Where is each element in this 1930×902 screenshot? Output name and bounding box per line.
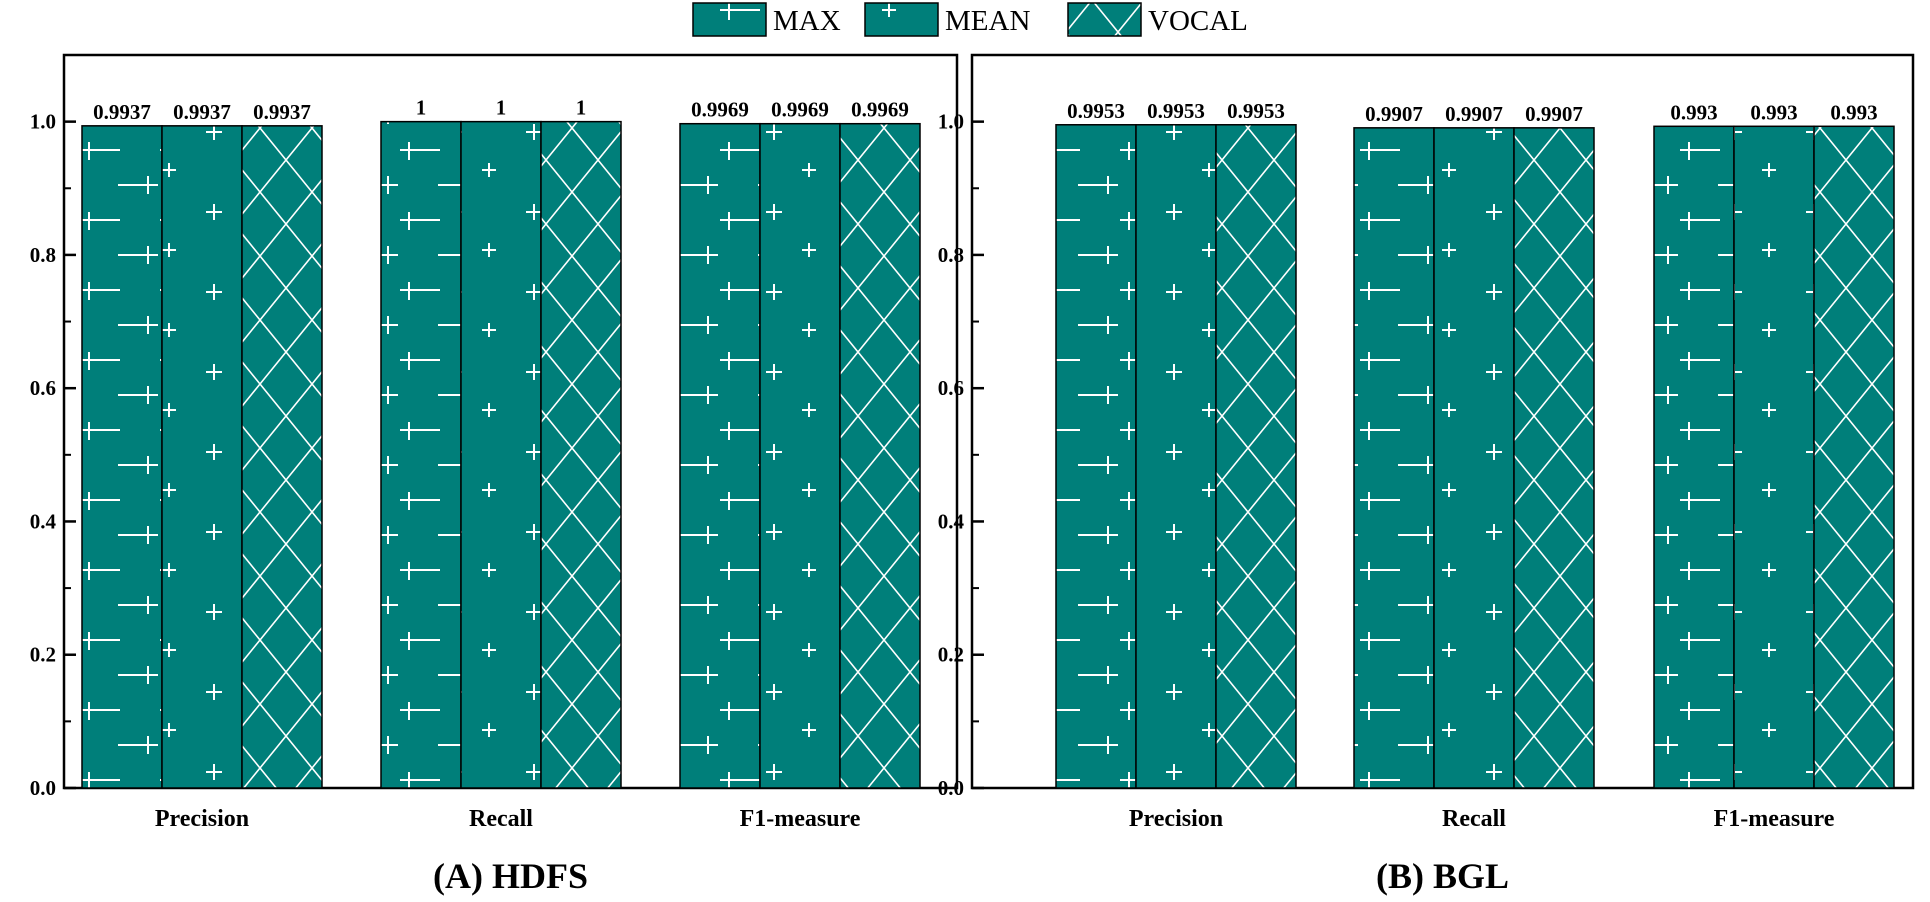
data-label: 0.9953 — [1227, 99, 1285, 123]
panel-title: (A) HDFS — [433, 856, 588, 896]
bar-max-precision — [1055, 124, 1137, 789]
panel-a: 0.0 0.2 0.4 0.6 0.8 1.0 0.9937 0.9937 0.9937 Prec… — [30, 53, 959, 896]
bar-max-precision — [81, 125, 163, 789]
y-tick-label: 0.6 — [938, 376, 964, 400]
x-category-label: F1-measure — [1714, 806, 1835, 832]
bar-mean-precision — [1135, 124, 1217, 789]
data-label: 0.9953 — [1147, 99, 1205, 123]
x-category-label: Recall — [469, 806, 533, 832]
y-tick-label: 0.6 — [30, 376, 56, 400]
x-category-label: F1-measure — [740, 806, 861, 832]
y-tick-label: 0.2 — [30, 643, 56, 667]
data-label: 0.9969 — [691, 98, 749, 122]
bar-mean-f1-measure — [1733, 125, 1815, 789]
bar-vocal-precision — [1215, 124, 1297, 789]
y-tick-label: 0.0 — [30, 776, 56, 800]
bar-max-recall — [1353, 127, 1435, 789]
bar-max-f1-measure — [679, 122, 761, 789]
bar-max-f1-measure — [1653, 125, 1735, 789]
bar-vocal-precision — [241, 125, 323, 789]
bar-max-recall — [380, 120, 462, 789]
x-category-label: Recall — [1442, 806, 1506, 832]
data-label: 0.9953 — [1067, 99, 1125, 123]
data-label: 0.9937 — [253, 100, 311, 124]
y-tick-label: 0.8 — [938, 243, 964, 267]
bar-mean-precision — [161, 125, 243, 789]
bar-vocal-recall — [1513, 127, 1595, 789]
y-tick-label: 0.2 — [938, 643, 964, 667]
legend-label-vocal: VOCAL — [1148, 5, 1248, 37]
legend-label-mean: MEAN — [945, 5, 1030, 37]
legend-swatch-vocal — [1067, 2, 1142, 37]
y-tick-label: 0.4 — [938, 509, 965, 533]
legend: MAX MEAN VOCAL — [692, 2, 1248, 37]
y-tick-label: 0.4 — [30, 509, 57, 533]
data-label: 0.9937 — [93, 100, 151, 124]
bar-vocal-recall — [540, 120, 622, 789]
data-label: 0.9907 — [1525, 102, 1583, 126]
legend-swatch-max — [692, 2, 767, 37]
panel-title: (B) BGL — [1376, 856, 1509, 896]
x-category-label: Precision — [1129, 806, 1223, 832]
legend-label-max: MAX — [773, 5, 841, 37]
y-tick-label: 1.0 — [938, 110, 964, 134]
data-label: 0.993 — [1830, 100, 1877, 124]
panel-b: 0.0 0.2 0.4 0.6 0.8 1.0 0.9953 0.9953 0.9953 Prec… — [938, 53, 1915, 896]
bar-mean-recall — [460, 120, 542, 789]
data-label: 0.9937 — [173, 100, 231, 124]
data-label: 0.993 — [1750, 100, 1797, 124]
data-label: 0.993 — [1670, 100, 1717, 124]
y-tick-label: 1.0 — [30, 110, 56, 134]
data-label: 0.9907 — [1365, 102, 1423, 126]
data-label: 1 — [576, 96, 587, 120]
bar-vocal-f1-measure — [839, 122, 921, 789]
legend-swatch-mean — [864, 2, 939, 37]
x-category-label: Precision — [155, 806, 249, 832]
y-tick-label: 0.0 — [938, 776, 964, 800]
data-label: 0.9907 — [1445, 102, 1503, 126]
bar-mean-f1-measure — [759, 122, 841, 789]
bar-vocal-f1-measure — [1813, 125, 1895, 789]
data-label: 0.9969 — [771, 98, 829, 122]
bar-mean-recall — [1433, 127, 1515, 789]
data-label: 1 — [496, 96, 507, 120]
y-tick-label: 0.8 — [30, 243, 56, 267]
data-label: 0.9969 — [851, 98, 909, 122]
data-label: 1 — [416, 96, 427, 120]
